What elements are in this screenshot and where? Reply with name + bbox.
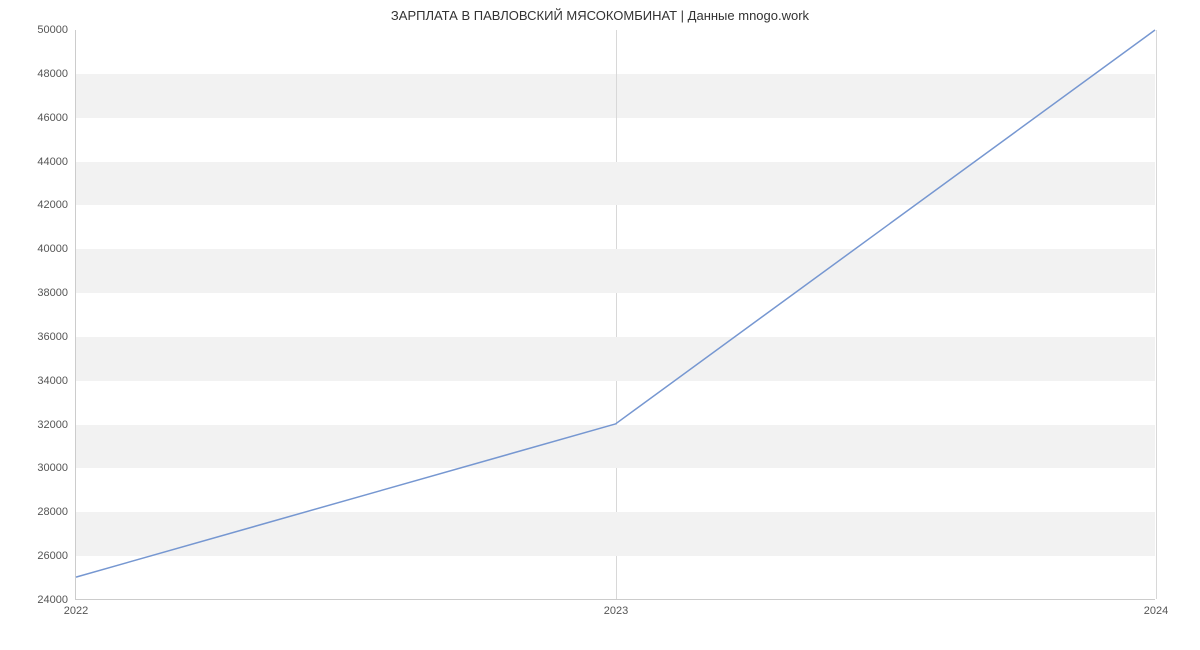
y-tick-label: 42000	[37, 199, 68, 211]
x-tick-label: 2024	[1144, 605, 1168, 617]
y-tick-label: 34000	[37, 375, 68, 387]
y-tick-label: 28000	[37, 506, 68, 518]
chart-container: 2400026000280003000032000340003600038000…	[75, 30, 1155, 600]
plot-area: 2400026000280003000032000340003600038000…	[75, 30, 1155, 600]
y-tick-label: 36000	[37, 331, 68, 343]
series-line-salary	[76, 30, 1155, 577]
y-tick-label: 26000	[37, 550, 68, 562]
y-tick-label: 46000	[37, 112, 68, 124]
grid-line-vertical	[1156, 30, 1157, 599]
line-series-layer	[76, 30, 1155, 599]
x-tick-label: 2022	[64, 605, 88, 617]
y-tick-label: 32000	[37, 419, 68, 431]
y-tick-label: 44000	[37, 156, 68, 168]
y-tick-label: 50000	[37, 24, 68, 36]
y-tick-label: 40000	[37, 243, 68, 255]
y-tick-label: 38000	[37, 287, 68, 299]
y-tick-label: 30000	[37, 462, 68, 474]
y-tick-label: 48000	[37, 68, 68, 80]
chart-title: ЗАРПЛАТА В ПАВЛОВСКИЙ МЯСОКОМБИНАТ | Дан…	[0, 0, 1200, 23]
x-tick-label: 2023	[604, 605, 628, 617]
